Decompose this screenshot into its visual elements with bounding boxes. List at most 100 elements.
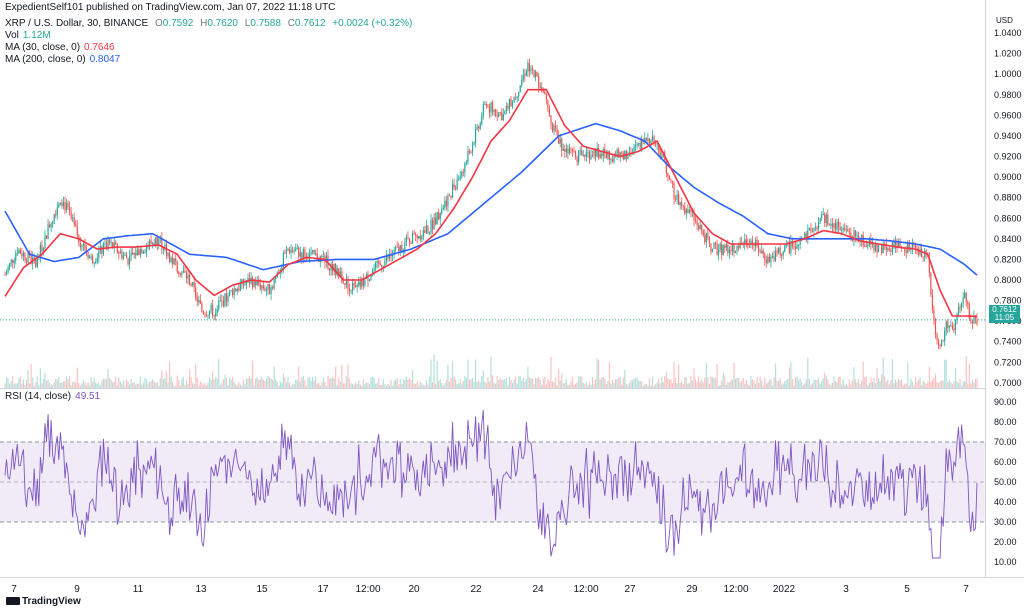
rsi-tick-label: 90.00: [994, 397, 1017, 407]
candle-body: [256, 280, 258, 286]
candle-body: [964, 293, 966, 298]
candle-body: [39, 244, 41, 258]
volume-bar: [670, 379, 672, 388]
volume-bar: [418, 385, 420, 388]
candle-body: [335, 264, 337, 275]
volume-bar: [591, 377, 594, 388]
price-tick-label: 1.0400: [994, 28, 1022, 38]
candle-body: [127, 258, 129, 265]
candle-body: [671, 181, 674, 184]
volume-bar: [570, 381, 572, 388]
time-tick-label: 20: [408, 584, 420, 595]
volume-bar: [218, 359, 220, 388]
candle-body: [161, 237, 163, 250]
candle-body: [304, 249, 306, 258]
volume-bar: [518, 376, 520, 388]
volume-bar: [553, 382, 555, 388]
candle-body: [778, 247, 780, 253]
volume-bar: [776, 380, 778, 388]
volume-bar: [762, 385, 764, 388]
candle-body: [724, 245, 726, 248]
volume-bar: [479, 382, 481, 388]
candle-body: [41, 244, 43, 252]
candle-body: [682, 205, 684, 207]
candle-body: [668, 176, 671, 180]
candle-body: [768, 256, 770, 262]
volume-bar: [876, 368, 878, 388]
volume-bar: [674, 378, 677, 388]
candle-body: [578, 150, 580, 162]
candle-body: [461, 171, 463, 177]
volume-bar: [464, 375, 466, 388]
candle-body: [567, 148, 569, 154]
candle-body: [362, 278, 364, 286]
volume-bar: [596, 358, 598, 388]
volume-bar: [665, 372, 667, 388]
candle-body: [750, 240, 752, 245]
candle-body: [408, 238, 411, 244]
time-tick-label: 7: [11, 584, 17, 595]
volume-bar: [908, 385, 910, 388]
volume-bar: [527, 367, 529, 388]
volume-bar: [104, 378, 106, 388]
volume-bar: [521, 381, 523, 388]
candle-body: [388, 254, 391, 259]
candle-body: [468, 150, 471, 153]
candle-body: [634, 145, 637, 147]
volume-bar: [844, 385, 846, 388]
candle-body: [817, 222, 820, 229]
volume-bar: [198, 385, 200, 388]
volume-bar: [275, 379, 277, 388]
candle-body: [535, 72, 537, 78]
candle-body: [885, 243, 887, 251]
volume-bar: [467, 359, 469, 388]
candle-body: [799, 240, 801, 245]
volume-bar: [385, 385, 388, 388]
volume-bar: [622, 377, 624, 388]
candle-body: [708, 237, 710, 244]
candle-body: [379, 263, 381, 265]
candle-body: [845, 229, 847, 231]
price-tick-label: 0.7200: [994, 357, 1022, 367]
candle-body: [576, 157, 578, 162]
volume-bar: [887, 379, 889, 388]
candle-body: [350, 290, 352, 292]
volume-bar: [244, 384, 246, 388]
volume-bar: [936, 381, 938, 388]
candle-body: [36, 257, 38, 267]
time-tick-label: 29: [686, 584, 698, 595]
candle-body: [771, 256, 774, 257]
volume-bar: [522, 377, 524, 388]
volume-bar: [613, 382, 615, 388]
volume-bar: [847, 385, 849, 388]
candle-body: [61, 202, 63, 207]
candle-body: [495, 109, 497, 116]
volume-bar: [188, 369, 191, 388]
ma30-legend: MA (30, close, 0) 0.7646: [5, 42, 115, 53]
volume-bar: [58, 377, 60, 388]
candle-body: [871, 243, 874, 245]
volume-bar: [415, 384, 417, 388]
volume-bar: [739, 382, 741, 388]
volume-bar: [545, 384, 547, 388]
candle-body: [948, 325, 950, 328]
candle-body: [936, 334, 938, 340]
volume-bar: [431, 382, 434, 388]
volume-bar: [32, 377, 34, 388]
rsi-tick-label: 20.00: [994, 537, 1017, 547]
candle-body: [173, 258, 175, 265]
candle-body: [170, 257, 172, 262]
candle-body: [950, 325, 952, 327]
candle-body: [162, 248, 165, 250]
volume-bar: [165, 371, 168, 388]
open-value: 0.7592: [162, 18, 194, 29]
volume-bar: [917, 379, 920, 388]
candle-body: [281, 266, 283, 270]
candle-body: [571, 149, 574, 152]
volume-bar: [698, 376, 700, 388]
candle-body: [235, 288, 237, 292]
candle-body: [45, 235, 48, 239]
volume-bar: [351, 383, 354, 388]
volume-bar: [233, 382, 235, 388]
volume-bar: [29, 383, 31, 388]
